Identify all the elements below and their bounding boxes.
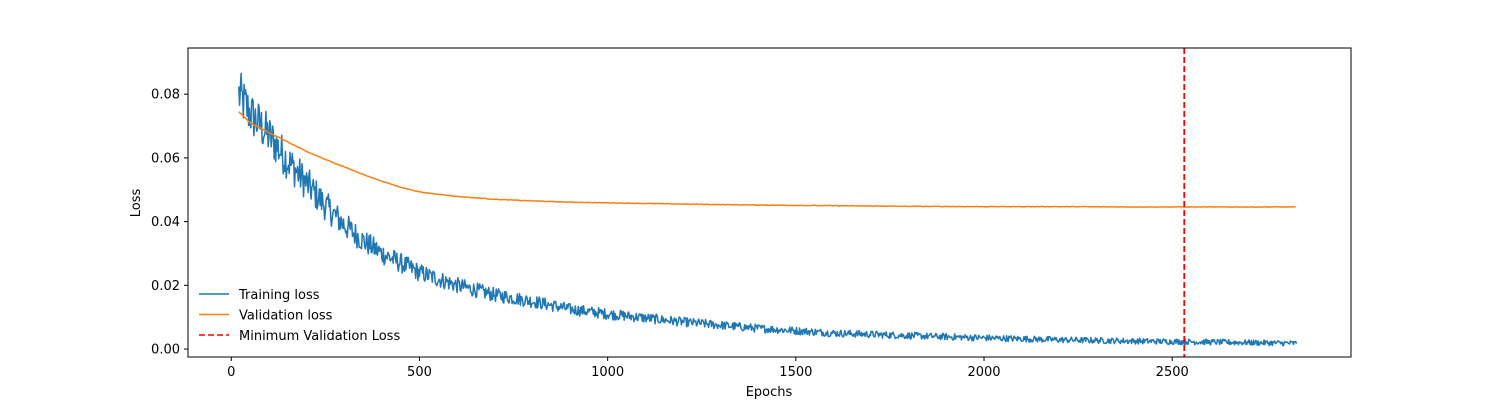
y-axis-title: Loss <box>129 189 144 218</box>
x-tick-label: 1000 <box>591 365 624 380</box>
legend: Training loss Validation loss Minimum Vali… <box>199 288 400 344</box>
plot-frame <box>187 47 1352 358</box>
y-tick-label: 0.06 <box>151 151 180 166</box>
x-tick-label: 0 <box>227 365 235 380</box>
y-tick-label: 0.00 <box>151 343 180 358</box>
y-tick-label: 0.02 <box>151 279 180 294</box>
legend-label: Minimum Validation Loss <box>239 329 400 344</box>
x-tick-label: 500 <box>407 365 432 380</box>
y-tick-label: 0.04 <box>151 215 180 230</box>
y-tick-label: 0.08 <box>151 88 180 103</box>
x-axis-ticks: 0 500 1000 1500 2000 2500 <box>227 357 1189 380</box>
legend-label: Training loss <box>238 288 320 303</box>
series-layer <box>238 48 1298 357</box>
legend-label: Validation loss <box>239 309 333 324</box>
x-axis-title: Epochs <box>746 385 793 400</box>
y-axis-ticks: 0.00 0.02 0.04 0.06 0.08 <box>151 88 188 358</box>
training-loss-line <box>238 72 1298 347</box>
x-tick-label: 1500 <box>779 365 812 380</box>
x-tick-label: 2500 <box>1156 365 1189 380</box>
plot-area-background <box>188 48 1351 357</box>
validation-loss-line <box>238 111 1296 208</box>
x-tick-label: 2000 <box>967 365 1000 380</box>
